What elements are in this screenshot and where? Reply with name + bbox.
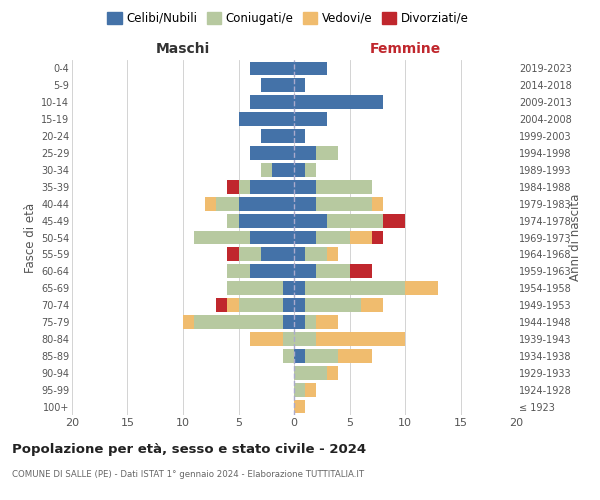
Bar <box>294 298 305 312</box>
Bar <box>294 230 316 244</box>
Bar <box>338 349 372 363</box>
Bar <box>305 298 361 312</box>
Bar <box>328 248 338 262</box>
Bar <box>250 96 294 109</box>
Bar <box>305 349 338 363</box>
Bar <box>316 197 372 210</box>
Text: Popolazione per età, sesso e stato civile - 2024: Popolazione per età, sesso e stato civil… <box>12 442 366 456</box>
Bar <box>316 332 405 346</box>
Bar <box>328 366 338 380</box>
Bar <box>316 146 338 160</box>
Bar <box>316 180 372 194</box>
Bar <box>227 282 283 295</box>
Bar <box>227 264 250 278</box>
Bar <box>349 230 372 244</box>
Bar <box>250 62 294 76</box>
Bar <box>294 129 305 143</box>
Y-axis label: Fasce di età: Fasce di età <box>23 202 37 272</box>
Bar <box>294 248 305 262</box>
Bar <box>294 349 305 363</box>
Bar <box>227 298 239 312</box>
Bar <box>316 264 349 278</box>
Bar <box>328 214 383 228</box>
Bar <box>294 282 305 295</box>
Bar <box>194 230 250 244</box>
Bar <box>316 315 338 329</box>
Bar <box>260 78 294 92</box>
Bar <box>194 315 283 329</box>
Y-axis label: Anni di nascita: Anni di nascita <box>569 194 583 281</box>
Bar <box>217 197 239 210</box>
Legend: Celibi/Nubili, Coniugati/e, Vedovi/e, Divorziati/e: Celibi/Nubili, Coniugati/e, Vedovi/e, Di… <box>104 8 472 28</box>
Bar <box>260 129 294 143</box>
Bar <box>294 62 328 76</box>
Bar <box>260 248 294 262</box>
Bar <box>283 349 294 363</box>
Bar <box>305 163 316 177</box>
Bar <box>239 112 294 126</box>
Bar <box>250 230 294 244</box>
Bar <box>250 332 283 346</box>
Bar <box>305 282 405 295</box>
Bar <box>283 315 294 329</box>
Bar <box>349 264 372 278</box>
Bar <box>283 298 294 312</box>
Bar <box>383 214 405 228</box>
Bar <box>294 112 328 126</box>
Bar <box>227 248 239 262</box>
Bar <box>305 315 316 329</box>
Text: COMUNE DI SALLE (PE) - Dati ISTAT 1° gennaio 2024 - Elaborazione TUTTITALIA.IT: COMUNE DI SALLE (PE) - Dati ISTAT 1° gen… <box>12 470 364 479</box>
Bar <box>239 248 260 262</box>
Bar <box>294 214 328 228</box>
Bar <box>294 197 316 210</box>
Bar <box>272 163 294 177</box>
Bar <box>294 78 305 92</box>
Bar <box>372 230 383 244</box>
Bar <box>361 298 383 312</box>
Bar <box>260 163 272 177</box>
Bar <box>294 264 316 278</box>
Bar <box>250 180 294 194</box>
Bar <box>294 146 316 160</box>
Bar <box>250 146 294 160</box>
Bar <box>205 197 216 210</box>
Bar <box>227 180 239 194</box>
Bar <box>405 282 438 295</box>
Bar <box>294 96 383 109</box>
Bar <box>294 332 316 346</box>
Bar <box>239 214 294 228</box>
Bar <box>294 315 305 329</box>
Bar <box>294 366 328 380</box>
Bar <box>183 315 194 329</box>
Bar <box>238 298 283 312</box>
Bar <box>305 248 328 262</box>
Bar <box>294 400 305 413</box>
Bar <box>294 382 305 396</box>
Bar <box>305 382 316 396</box>
Bar <box>372 197 383 210</box>
Bar <box>294 163 305 177</box>
Bar <box>239 180 250 194</box>
Bar <box>294 180 316 194</box>
Text: Femmine: Femmine <box>370 42 440 56</box>
Bar <box>227 214 239 228</box>
Bar <box>250 264 294 278</box>
Text: Maschi: Maschi <box>156 42 210 56</box>
Bar <box>316 230 349 244</box>
Bar <box>239 197 294 210</box>
Bar <box>283 282 294 295</box>
Bar <box>283 332 294 346</box>
Bar <box>216 298 227 312</box>
